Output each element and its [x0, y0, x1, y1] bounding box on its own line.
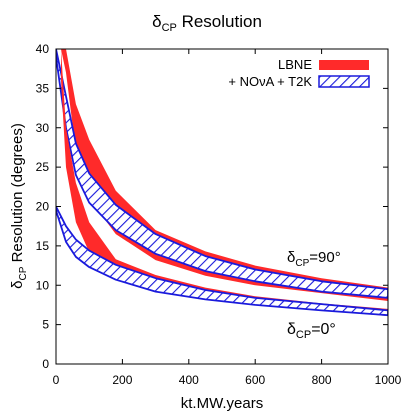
x-tick-label: 1000: [375, 373, 402, 387]
x-tick-label: 0: [53, 373, 60, 387]
annotation-delta-cp-90: δCP=90°: [287, 249, 341, 269]
y-tick-label: 20: [36, 200, 50, 214]
y-tick-label: 5: [42, 318, 49, 332]
annotation-0-tail: =0°: [311, 321, 336, 338]
y-axis-label-subscript: CP: [18, 266, 29, 280]
legend-label-lbne: LBNE: [278, 57, 312, 72]
chart-title-subscript: CP: [162, 22, 177, 34]
y-tick-label: 35: [36, 81, 50, 95]
chart-title: δCP Resolution: [152, 12, 262, 34]
y-tick-label: 15: [36, 239, 50, 253]
x-tick-label: 400: [179, 373, 199, 387]
axis-ticks: 0 200 400 600 800 1000 0 5 10 15 20 25 30 35 40: [36, 42, 402, 387]
y-axis-label-tail: Resolution (degrees): [9, 123, 26, 266]
y-tick-label: 40: [36, 42, 50, 56]
x-tick-label: 600: [245, 373, 265, 387]
band-combined-cp0: [56, 205, 388, 317]
annotation-90-delta: δ: [287, 249, 295, 266]
annotation-0-delta: δ: [287, 321, 296, 338]
y-axis-label: δCP Resolution (degrees): [9, 123, 29, 289]
x-tick-label: 200: [112, 373, 132, 387]
band-combined-cp90: [56, 49, 388, 299]
legend-swatch-combined: [318, 75, 370, 88]
x-axis-label: kt.MW.years: [181, 395, 264, 412]
series-layer: [56, 49, 388, 317]
annotation-90-subscript: CP: [295, 258, 309, 269]
legend: LBNE + NOνA + T2K: [228, 57, 370, 89]
legend-label-combined: + NOνA + T2K: [228, 74, 312, 89]
x-tick-label: 800: [312, 373, 332, 387]
annotation-0-subscript: CP: [296, 329, 311, 341]
y-tick-label: 30: [36, 121, 50, 135]
legend-swatch-lbne: [319, 60, 369, 70]
y-tick-label: 10: [36, 278, 50, 292]
y-axis-label-delta: δ: [9, 280, 26, 288]
y-tick-label: 0: [42, 357, 49, 371]
y-tick-label: 25: [36, 160, 50, 174]
chart-title-tail: Resolution: [177, 12, 262, 31]
chart-title-delta: δ: [152, 12, 161, 31]
annotation-90-tail: =90°: [309, 249, 340, 266]
annotation-delta-cp-0: δCP=0°: [287, 321, 336, 341]
